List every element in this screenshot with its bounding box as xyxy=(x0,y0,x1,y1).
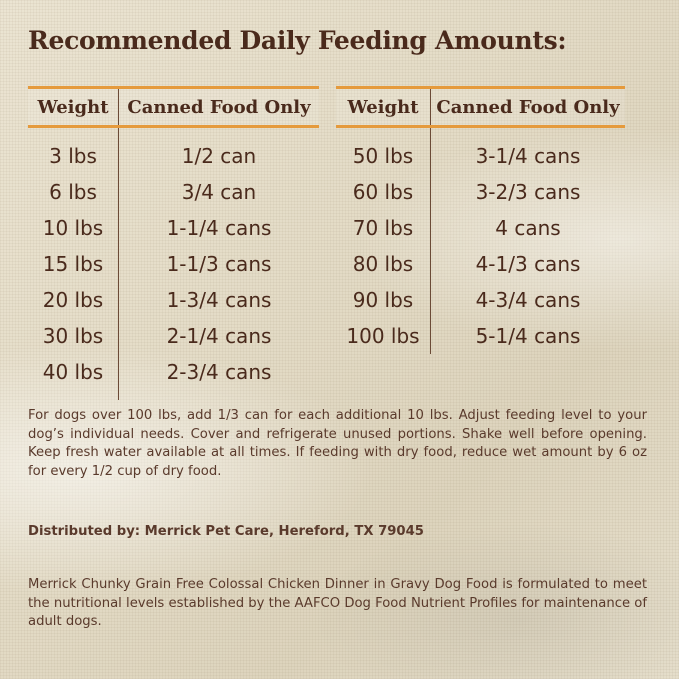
weight-cell: 100 lbs xyxy=(336,318,431,354)
canned-food-header: Canned Food Only xyxy=(430,86,625,128)
table-row: 80 lbs 4-1/3 cans xyxy=(336,246,625,282)
table-row: 50 lbs 3-1/4 cans xyxy=(336,138,625,174)
weight-cell: 10 lbs xyxy=(28,210,119,246)
formulation-statement: Merrick Chunky Grain Free Colossal Chick… xyxy=(28,577,647,629)
weight-cell: 60 lbs xyxy=(336,174,431,210)
weight-cell: 30 lbs xyxy=(28,318,119,354)
table-row: 15 lbs 1-1/3 cans xyxy=(28,246,319,282)
table-row: 100 lbs 5-1/4 cans xyxy=(336,318,625,354)
amount-cell: 3-1/4 cans xyxy=(475,144,581,168)
amount-cell: 2-1/4 cans xyxy=(166,324,272,348)
weight-cell: 15 lbs xyxy=(28,246,119,282)
table-row: 70 lbs 4 cans xyxy=(336,210,625,246)
weight-cell: 3 lbs xyxy=(28,138,119,174)
amount-cell: 3/4 can xyxy=(181,180,257,204)
amount-cell: 4-3/4 cans xyxy=(475,288,581,312)
canned-food-header: Canned Food Only xyxy=(118,86,319,128)
table-row: 30 lbs 2-1/4 cans xyxy=(28,318,319,354)
weight-cell: 90 lbs xyxy=(336,282,431,318)
amount-cell: 4 cans xyxy=(495,216,561,240)
weight-cell: 40 lbs xyxy=(28,354,119,390)
page-title: Recommended Daily Feeding Amounts: xyxy=(28,26,567,55)
table-row: 10 lbs 1-1/4 cans xyxy=(28,210,319,246)
weight-cell: 50 lbs xyxy=(336,138,431,174)
table-row: 3 lbs 1/2 can xyxy=(28,138,319,174)
table-row: 40 lbs 2-3/4 cans xyxy=(28,354,319,390)
table-row: 20 lbs 1-3/4 cans xyxy=(28,282,319,318)
amount-cell: 1/2 can xyxy=(181,144,257,168)
amount-cell: 1-1/3 cans xyxy=(166,252,272,276)
amount-cell: 1-3/4 cans xyxy=(166,288,272,312)
feeding-table-right: Weight Canned Food Only 50 lbs 3-1/4 cans… xyxy=(336,86,625,354)
amount-cell: 3-2/3 cans xyxy=(475,180,581,204)
distributor-line: Distributed by: Merrick Pet Care, Herefo… xyxy=(28,524,424,539)
weight-cell: 80 lbs xyxy=(336,246,431,282)
feeding-notes: For dogs over 100 lbs, add 1/3 can for e… xyxy=(28,408,647,479)
amount-cell: 1-1/4 cans xyxy=(166,216,272,240)
amount-cell: 2-3/4 cans xyxy=(166,360,272,384)
weight-header: Weight xyxy=(28,86,119,128)
amount-cell: 5-1/4 cans xyxy=(475,324,581,348)
weight-cell: 20 lbs xyxy=(28,282,119,318)
table-row: 60 lbs 3-2/3 cans xyxy=(336,174,625,210)
weight-header: Weight xyxy=(336,86,431,128)
table-row: 6 lbs 3/4 can xyxy=(28,174,319,210)
weight-cell: 6 lbs xyxy=(28,174,119,210)
amount-cell: 4-1/3 cans xyxy=(475,252,581,276)
table-row: 90 lbs 4-3/4 cans xyxy=(336,282,625,318)
feeding-table-left: Weight Canned Food Only 3 lbs 1/2 can 6 l… xyxy=(28,86,319,400)
weight-cell: 70 lbs xyxy=(336,210,431,246)
